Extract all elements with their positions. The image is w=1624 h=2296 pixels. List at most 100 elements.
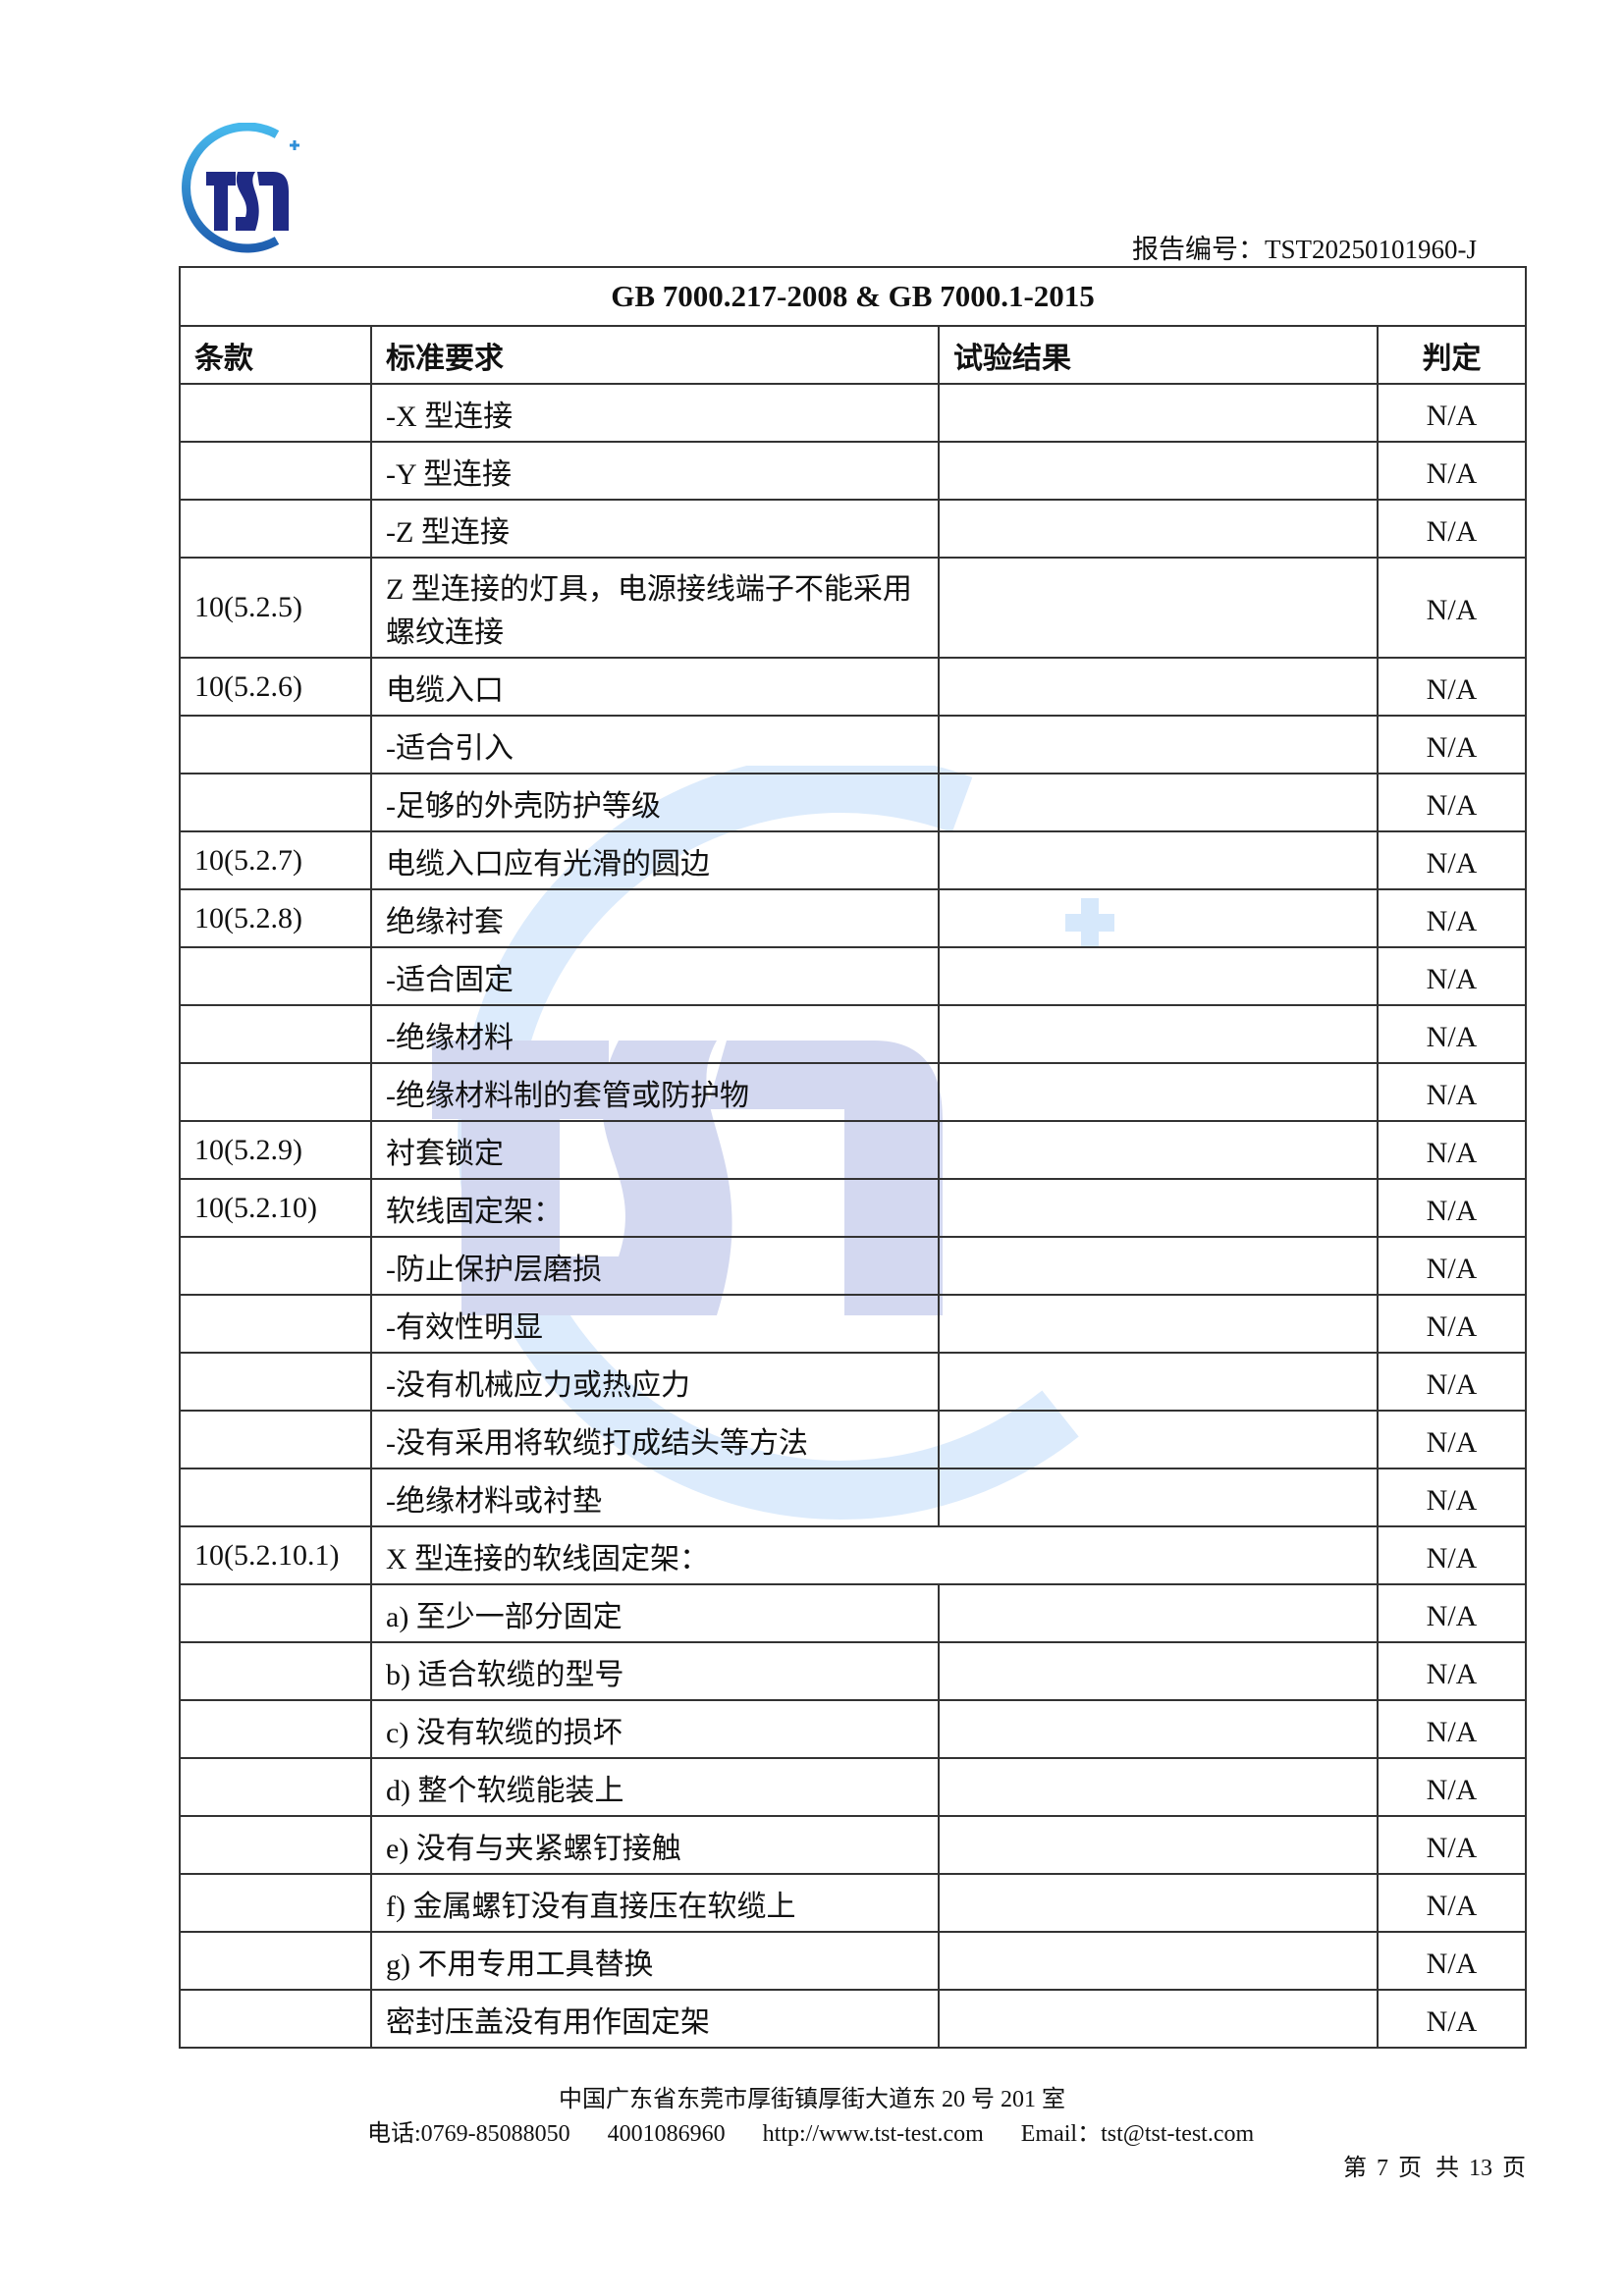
clause-cell: [179, 441, 372, 501]
clause-cell: 10(5.2.10): [179, 1178, 372, 1238]
verdict-cell: N/A: [1377, 830, 1527, 890]
verdict-cell: N/A: [1377, 1873, 1527, 1933]
requirement-cell: -适合固定: [370, 946, 940, 1006]
clause-cell: [179, 1873, 372, 1933]
result-cell: [938, 1410, 1379, 1469]
result-cell: [938, 1989, 1379, 2049]
requirement-cell: X 型连接的软线固定架：: [370, 1525, 1379, 1585]
clause-cell: [179, 773, 372, 832]
verdict-cell: N/A: [1377, 657, 1527, 717]
requirement-cell: -绝缘材料制的套管或防护物: [370, 1062, 940, 1122]
table-row: -足够的外壳防护等级 N/A: [179, 773, 1527, 832]
verdict-cell: N/A: [1377, 946, 1527, 1006]
requirement-cell: Z 型连接的灯具，电源接线端子不能采用螺纹连接: [370, 557, 940, 659]
verdict-cell: N/A: [1377, 1352, 1527, 1412]
requirement-cell: e) 没有与夹紧螺钉接触: [370, 1815, 940, 1875]
table-row: 10(5.2.8) 绝缘衬套 N/A: [179, 888, 1527, 948]
page-current: 7: [1377, 2156, 1388, 2181]
result-cell: [938, 1583, 1379, 1643]
column-header-clause: 条款: [179, 325, 372, 385]
table-row: 密封压盖没有用作固定架 N/A: [179, 1989, 1527, 2049]
table-row: -绝缘材料或衬垫 N/A: [179, 1468, 1527, 1527]
verdict-cell: N/A: [1377, 1294, 1527, 1354]
result-cell: [938, 946, 1379, 1006]
verdict-cell: N/A: [1377, 1004, 1527, 1064]
result-cell: [938, 1294, 1379, 1354]
column-header-requirement: 标准要求: [370, 325, 940, 385]
table-row: d) 整个软缆能装上 N/A: [179, 1757, 1527, 1817]
requirement-cell: -X 型连接: [370, 383, 940, 443]
requirement-cell: -有效性明显: [370, 1294, 940, 1354]
column-header-result: 试验结果: [938, 325, 1379, 385]
table-row: 10(5.2.10.1) X 型连接的软线固定架： N/A: [179, 1525, 1527, 1585]
footer-website[interactable]: http://www.tst-test.com: [762, 2121, 984, 2147]
verdict-cell: N/A: [1377, 1525, 1527, 1585]
clause-cell: [179, 715, 372, 774]
table-row: -没有采用将软缆打成结头等方法 N/A: [179, 1410, 1527, 1469]
page-suffix: 页: [1502, 2156, 1526, 2181]
verdict-cell: N/A: [1377, 1699, 1527, 1759]
clause-cell: 10(5.2.9): [179, 1120, 372, 1180]
requirement-cell: g) 不用专用工具替换: [370, 1931, 940, 1991]
table-row: -有效性明显 N/A: [179, 1294, 1527, 1354]
verdict-cell: N/A: [1377, 1468, 1527, 1527]
verdict-cell: N/A: [1377, 1120, 1527, 1180]
footer-hotline: 4001086960: [607, 2121, 726, 2147]
verdict-cell: N/A: [1377, 1815, 1527, 1875]
result-cell: [938, 1352, 1379, 1412]
clause-cell: [179, 1352, 372, 1412]
table-row: -Z 型连接 N/A: [179, 499, 1527, 559]
verdict-cell: N/A: [1377, 383, 1527, 443]
table-row: -绝缘材料 N/A: [179, 1004, 1527, 1064]
clause-cell: [179, 946, 372, 1006]
table-row: -适合固定 N/A: [179, 946, 1527, 1006]
requirement-cell: a) 至少一部分固定: [370, 1583, 940, 1643]
report-number: 报告编号：TST20250101960-J: [1132, 228, 1477, 266]
table-row: -Y 型连接 N/A: [179, 441, 1527, 501]
footer-phone: 电话:0769-85088050: [367, 2121, 570, 2147]
verdict-cell: N/A: [1377, 557, 1527, 659]
clause-cell: [179, 1641, 372, 1701]
verdict-cell: N/A: [1377, 1641, 1527, 1701]
result-cell: [938, 830, 1379, 890]
table-row: a) 至少一部分固定 N/A: [179, 1583, 1527, 1643]
page-prefix: 第: [1343, 2156, 1367, 2181]
page-middle: 页 共: [1398, 2156, 1459, 2181]
page-total: 13: [1469, 2156, 1492, 2181]
clause-cell: [179, 1468, 372, 1527]
footer-email[interactable]: Email：tst@tst-test.com: [1020, 2121, 1255, 2147]
verdict-cell: N/A: [1377, 773, 1527, 832]
result-cell: [938, 557, 1379, 659]
verdict-cell: N/A: [1377, 888, 1527, 948]
requirement-cell: c) 没有软缆的损坏: [370, 1699, 940, 1759]
table-row: c) 没有软缆的损坏 N/A: [179, 1699, 1527, 1759]
table-title: GB 7000.217-2008 & GB 7000.1-2015: [179, 266, 1527, 327]
clause-cell: [179, 1062, 372, 1122]
requirement-cell: d) 整个软缆能装上: [370, 1757, 940, 1817]
verdict-cell: N/A: [1377, 1236, 1527, 1296]
table-row: -防止保护层磨损 N/A: [179, 1236, 1527, 1296]
verdict-cell: N/A: [1377, 499, 1527, 559]
result-cell: [938, 657, 1379, 717]
requirement-cell: -适合引入: [370, 715, 940, 774]
verdict-cell: N/A: [1377, 1583, 1527, 1643]
table-row: 10(5.2.7) 电缆入口应有光滑的圆边 N/A: [179, 830, 1527, 890]
table-row: 10(5.2.10) 软线固定架： N/A: [179, 1178, 1527, 1238]
table-row: 10(5.2.6) 电缆入口 N/A: [179, 657, 1527, 717]
clause-cell: 10(5.2.10.1): [179, 1525, 372, 1585]
requirement-cell: -防止保护层磨损: [370, 1236, 940, 1296]
requirement-cell: -Y 型连接: [370, 441, 940, 501]
requirement-cell: -没有机械应力或热应力: [370, 1352, 940, 1412]
result-cell: [938, 1699, 1379, 1759]
table-row: -绝缘材料制的套管或防护物 N/A: [179, 1062, 1527, 1122]
clause-cell: [179, 1236, 372, 1296]
clause-cell: 10(5.2.7): [179, 830, 372, 890]
requirement-cell: f) 金属螺钉没有直接压在软缆上: [370, 1873, 940, 1933]
clause-cell: [179, 1757, 372, 1817]
table-row: e) 没有与夹紧螺钉接触 N/A: [179, 1815, 1527, 1875]
table-row: b) 适合软缆的型号 N/A: [179, 1641, 1527, 1701]
clause-cell: [179, 1294, 372, 1354]
table-row: f) 金属螺钉没有直接压在软缆上 N/A: [179, 1873, 1527, 1933]
result-cell: [938, 441, 1379, 501]
result-cell: [938, 773, 1379, 832]
